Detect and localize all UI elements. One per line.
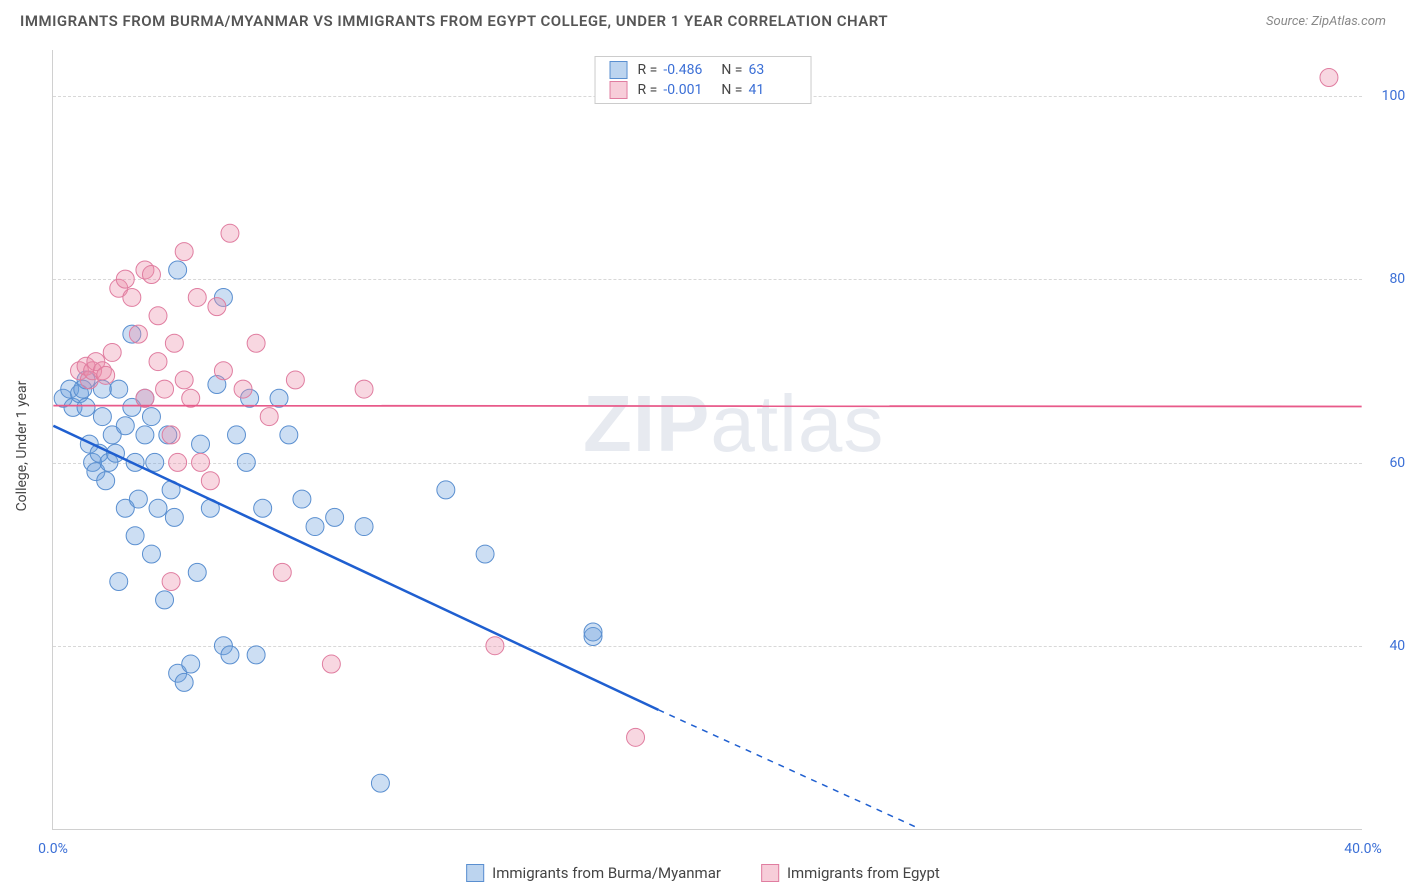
data-point [175, 243, 193, 261]
data-point [149, 353, 167, 371]
data-point [1320, 69, 1338, 87]
data-point [437, 481, 455, 499]
data-point [169, 453, 187, 471]
x-tick-label: 0.0% [38, 841, 68, 857]
data-point [192, 435, 210, 453]
title-bar: IMMIGRANTS FROM BURMA/MYANMAR VS IMMIGRA… [20, 12, 1386, 30]
data-point [136, 389, 154, 407]
series-name: Immigrants from Burma/Myanmar [492, 864, 721, 882]
x-tick-label: 40.0% [1344, 841, 1382, 857]
data-point [627, 728, 645, 746]
data-point [192, 453, 210, 471]
y-axis-title: College, Under 1 year [14, 381, 30, 512]
data-point [175, 673, 193, 691]
r-stat: R =-0.001 [638, 82, 712, 98]
data-point [93, 408, 111, 426]
data-point [306, 518, 324, 536]
data-point [165, 508, 183, 526]
data-point [97, 366, 115, 384]
data-point [322, 655, 340, 673]
data-point [136, 426, 154, 444]
trend-line [53, 406, 1361, 407]
data-point [156, 591, 174, 609]
data-point [237, 453, 255, 471]
data-point [286, 371, 304, 389]
legend-swatch [610, 61, 628, 79]
series-legend-item: Immigrants from Egypt [761, 864, 940, 882]
data-point [110, 573, 128, 591]
data-point [208, 298, 226, 316]
data-point [110, 380, 128, 398]
data-point [247, 334, 265, 352]
legend-swatch [610, 81, 628, 99]
data-point [175, 371, 193, 389]
data-point [116, 270, 134, 288]
chart-title: IMMIGRANTS FROM BURMA/MYANMAR VS IMMIGRA… [20, 12, 888, 30]
data-point [162, 573, 180, 591]
data-point [234, 380, 252, 398]
data-point [355, 518, 373, 536]
data-point [476, 545, 494, 563]
data-point [77, 398, 95, 416]
data-point [326, 508, 344, 526]
correlation-legend-row: R =-0.486 N =63 [610, 61, 797, 79]
data-point [221, 646, 239, 664]
data-point [142, 266, 160, 284]
r-stat: R =-0.486 [638, 62, 712, 78]
y-tick-label: 100.0% [1367, 88, 1406, 104]
data-point [260, 408, 278, 426]
data-point [293, 490, 311, 508]
data-point [156, 380, 174, 398]
data-point [221, 224, 239, 242]
y-tick-label: 40.0% [1367, 638, 1406, 654]
data-point [169, 261, 187, 279]
correlation-legend-row: R =-0.001 N =41 [610, 81, 797, 99]
n-stat: N =41 [721, 82, 796, 98]
legend-swatch [466, 864, 484, 882]
data-point [214, 362, 232, 380]
series-legend: Immigrants from Burma/Myanmar Immigrants … [466, 864, 940, 882]
data-point [129, 490, 147, 508]
data-point [116, 417, 134, 435]
chart-svg [53, 50, 1362, 829]
correlation-legend: R =-0.486 N =63 R =-0.001 N =41 [595, 56, 812, 104]
data-point [162, 426, 180, 444]
data-point [123, 288, 141, 306]
data-point [165, 334, 183, 352]
chart-plot-area: ZIPatlas 40.0%60.0%80.0%100.0%0.0%40.0% [52, 50, 1362, 830]
data-point [182, 389, 200, 407]
series-legend-item: Immigrants from Burma/Myanmar [466, 864, 721, 882]
n-stat: N =63 [721, 62, 796, 78]
data-point [280, 426, 298, 444]
trend-line-extrapolated [658, 710, 920, 829]
legend-swatch [761, 864, 779, 882]
trend-line [53, 426, 658, 710]
data-point [371, 774, 389, 792]
data-point [126, 527, 144, 545]
data-point [182, 655, 200, 673]
data-point [142, 545, 160, 563]
data-point [188, 288, 206, 306]
data-point [584, 623, 602, 641]
data-point [228, 426, 246, 444]
data-point [355, 380, 373, 398]
data-point [247, 646, 265, 664]
data-point [97, 472, 115, 490]
data-point [254, 499, 272, 517]
data-point [486, 637, 504, 655]
series-name: Immigrants from Egypt [787, 864, 940, 882]
data-point [270, 389, 288, 407]
data-point [146, 453, 164, 471]
data-point [129, 325, 147, 343]
data-point [273, 563, 291, 581]
y-tick-label: 80.0% [1367, 271, 1406, 287]
data-point [142, 408, 160, 426]
data-point [149, 307, 167, 325]
data-point [188, 563, 206, 581]
data-point [149, 499, 167, 517]
data-point [103, 343, 121, 361]
source-attribution: Source: ZipAtlas.com [1266, 14, 1386, 29]
data-point [201, 472, 219, 490]
y-tick-label: 60.0% [1367, 455, 1406, 471]
